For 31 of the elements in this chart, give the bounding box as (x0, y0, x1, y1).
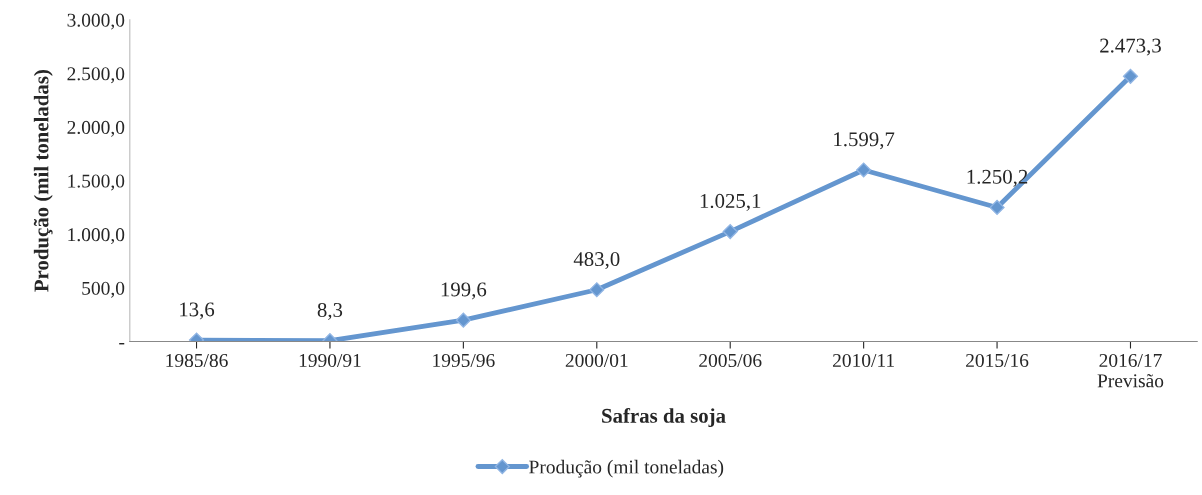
data-label: 1.599,7 (834, 132, 895, 150)
x-tick-label: 2016/17 Previsão (1097, 353, 1164, 388)
x-tick-label: 2010/11 (832, 353, 894, 368)
legend-label: Produção (mil toneladas) (529, 459, 724, 478)
x-axis-title: Safras da soja (602, 407, 726, 428)
x-tick-label: 2000/01 (565, 353, 628, 368)
y-axis-title: Produção (mil toneladas) (33, 70, 53, 292)
point (1122, 68, 1139, 84)
data-label: 8,3 (317, 302, 343, 320)
y-tick-label: 2.500,0 (67, 67, 125, 84)
x-tick-label: 2015/16 (966, 353, 1029, 368)
data-label: 13,6 (180, 302, 215, 320)
x-tick-label: 1985/86 (166, 353, 228, 368)
y-tick-label: 500,0 (82, 281, 125, 298)
y-tick-label: - (119, 342, 125, 345)
y-tick-label: 2.000,0 (67, 120, 125, 137)
point (589, 282, 605, 298)
y-tick-label: 3.000,0 (67, 13, 125, 30)
data-label: 483,0 (573, 252, 620, 270)
y-tick-label: 1.500,0 (68, 174, 125, 191)
point (856, 162, 872, 178)
y-tick-label: 1.000,0 (68, 228, 125, 245)
x-tick-label: 2005/06 (699, 353, 762, 368)
x-tick-label: 1990/91 (299, 353, 361, 368)
point (722, 224, 738, 240)
data-label: 1.025,1 (700, 193, 761, 211)
data-label: 2.473,3 (1100, 38, 1161, 56)
point (989, 199, 1005, 216)
data-label: 199,6 (441, 282, 487, 300)
point (455, 312, 471, 328)
x-tick-label: 1995/96 (433, 353, 495, 368)
